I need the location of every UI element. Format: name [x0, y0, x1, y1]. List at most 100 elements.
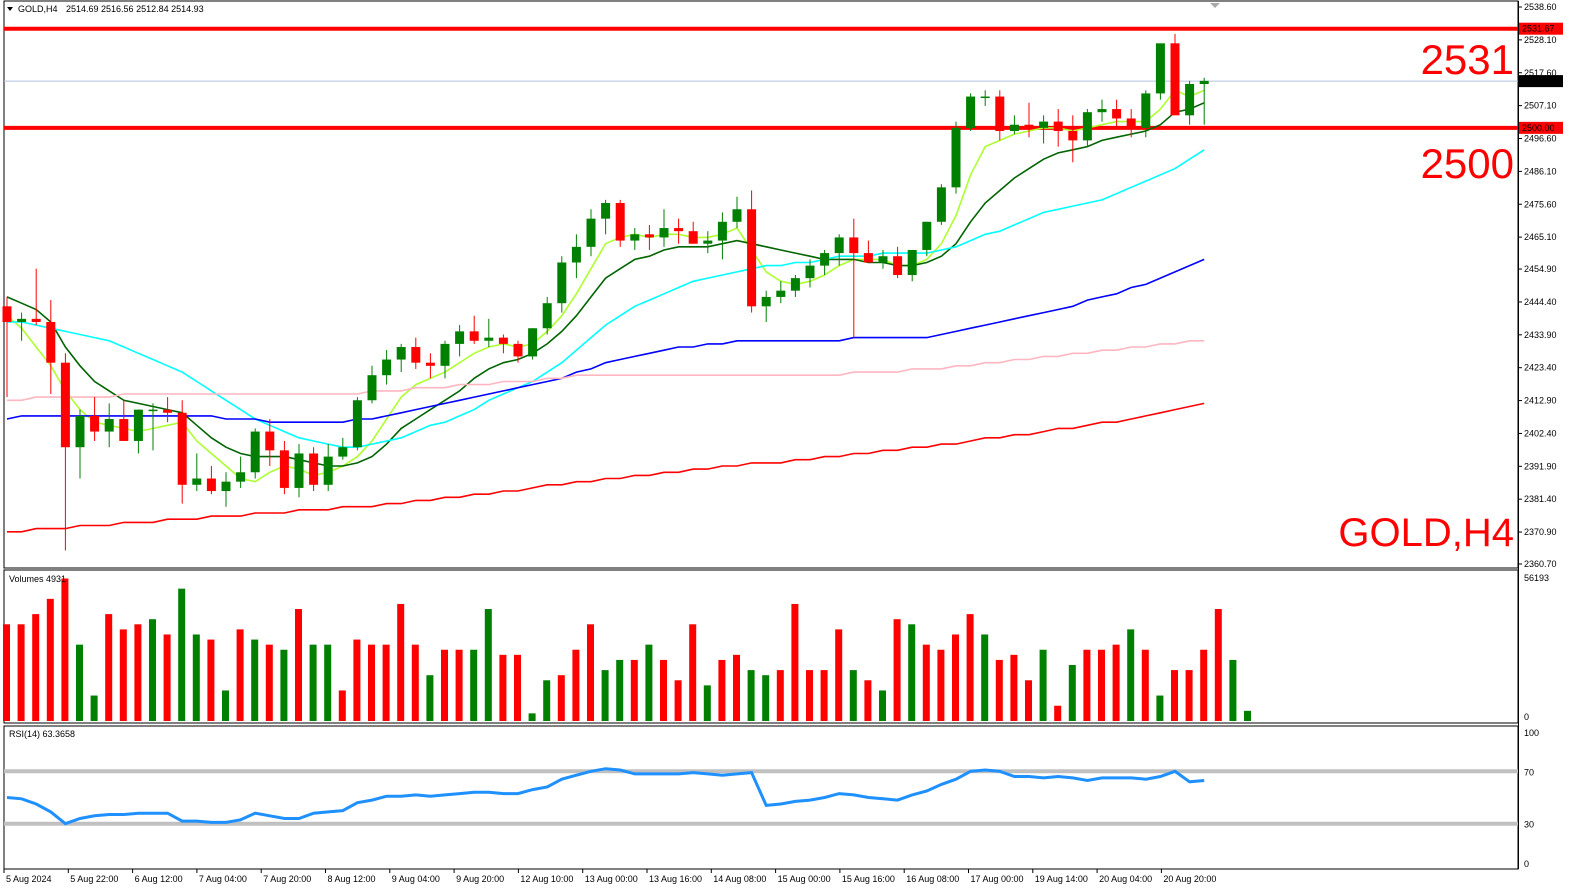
- candle-body-56: [820, 253, 830, 266]
- current-price-tag: [1519, 75, 1563, 88]
- candle-body-40: [586, 218, 596, 247]
- volume-bar-59: [864, 680, 872, 721]
- volume-bar-26: [382, 644, 390, 721]
- candle-body-43: [630, 234, 640, 241]
- volume-bar-68: [995, 659, 1003, 721]
- volume-axis-zero: 0: [1524, 712, 1529, 722]
- candle-body-79: [1155, 43, 1165, 94]
- rsi-panel[interactable]: [3, 725, 1519, 870]
- candle-body-42: [615, 202, 625, 241]
- price-axis: 2538.60 2528.10 2517.60 2507.10 2496.60 2486.…: [1518, 2, 1557, 569]
- volume-axis-max: 56193: [1524, 573, 1549, 583]
- volume-bar-8: [119, 629, 127, 721]
- time-tick-label-16: 19 Aug 14:00: [1035, 874, 1088, 884]
- volume-bar-49: [718, 659, 726, 721]
- candle-body-60: [878, 256, 888, 263]
- candle-body-75: [1097, 109, 1107, 113]
- volume-bar-60: [879, 690, 886, 721]
- time-axis: 5 Aug 2024 5 Aug 22:00 6 Aug 12:00 7 Aug 04…: [3, 869, 1216, 884]
- time-tick-label-0: 5 Aug 2024: [6, 874, 52, 884]
- volume-bar-1: [17, 624, 25, 721]
- candle-body-23: [338, 447, 348, 457]
- volume-bar-10: [149, 619, 156, 721]
- candle-body-19: [279, 450, 289, 488]
- candle-body-8: [119, 419, 129, 441]
- candle-body-27: [396, 347, 406, 360]
- volume-bar-7: [105, 614, 113, 721]
- volume-bar-50: [733, 654, 740, 721]
- volume-bar-72: [1054, 705, 1062, 721]
- rsi-axis-label-0: 100: [1524, 728, 1539, 738]
- time-tick-label-6: 9 Aug 04:00: [392, 874, 440, 884]
- volume-bar-83: [1214, 609, 1222, 721]
- volume-bar-15: [222, 690, 229, 721]
- candle-body-1: [17, 318, 27, 322]
- candle-body-77: [1126, 118, 1136, 128]
- time-tick-label-10: 13 Aug 16:00: [649, 874, 702, 884]
- candle-body-70: [1024, 124, 1034, 128]
- rsi-axis-label-1: 70: [1524, 767, 1534, 777]
- header-dropdown-icon[interactable]: [7, 7, 13, 11]
- candle-body-3: [46, 321, 56, 363]
- volume-bar-38: [557, 675, 565, 721]
- volume-bar-70: [1025, 680, 1032, 721]
- volume-bar-9: [134, 624, 142, 721]
- candle-body-2: [31, 318, 41, 322]
- volume-bar-17: [251, 639, 259, 721]
- volume-bar-22: [324, 644, 332, 721]
- volume-bar-57: [835, 629, 843, 721]
- candle-body-4: [60, 362, 70, 448]
- candle-body-37: [542, 303, 552, 329]
- candle-body-21: [309, 453, 319, 485]
- candle-body-36: [528, 328, 538, 357]
- volume-bar-85: [1244, 710, 1251, 721]
- time-tick-label-8: 12 Aug 10:00: [520, 874, 573, 884]
- volume-bar-84: [1229, 659, 1237, 721]
- time-tick-label-13: 15 Aug 16:00: [842, 874, 895, 884]
- volume-bar-23: [338, 690, 346, 721]
- chart-shift-marker-icon[interactable]: [1210, 3, 1220, 8]
- volume-bar-45: [660, 659, 667, 721]
- candle-body-76: [1112, 109, 1122, 119]
- candle-body-69: [1009, 124, 1019, 131]
- volume-bar-56: [820, 670, 828, 721]
- rsi-indicator: 100 70 30 0: [4, 728, 1539, 869]
- candle-body-78: [1141, 93, 1151, 128]
- time-tick-label-2: 6 Aug 12:00: [135, 874, 183, 884]
- main-price-panel[interactable]: [3, 0, 1519, 569]
- candle-body-18: [265, 431, 275, 451]
- price-tick-label-15: 2381.40: [1524, 494, 1557, 504]
- volume-bar-19: [280, 649, 288, 721]
- candle-body-73: [1068, 130, 1078, 141]
- volume-bar-58: [849, 670, 857, 721]
- candle-body-39: [571, 246, 581, 263]
- time-tick-label-14: 16 Aug 08:00: [906, 874, 959, 884]
- price-tick-label-10: 2433.90: [1524, 330, 1557, 340]
- candle-body-53: [776, 290, 786, 297]
- time-tick-label-17: 20 Aug 04:00: [1099, 874, 1152, 884]
- ema-line-0: [6, 89, 1205, 483]
- volume-bar-79: [1156, 695, 1164, 721]
- volume-bar-80: [1171, 670, 1178, 721]
- price-tick-label-11: 2423.40: [1524, 363, 1557, 373]
- candle-body-66: [966, 96, 976, 128]
- volume-bar-77: [1127, 629, 1135, 721]
- volume-bar-46: [674, 680, 682, 721]
- candle-body-6: [90, 415, 100, 432]
- volume-bar-63: [922, 644, 930, 721]
- volume-bar-35: [514, 654, 521, 721]
- volume-bar-4: [61, 578, 69, 721]
- annotation-symbol: GOLD,H4: [1338, 511, 1514, 555]
- candle-body-72: [1053, 121, 1063, 131]
- volume-bar-42: [616, 659, 624, 721]
- candle-body-16: [236, 472, 246, 482]
- candle-body-71: [1039, 121, 1049, 128]
- volume-bar-55: [806, 670, 813, 721]
- volume-panel[interactable]: [3, 569, 1519, 724]
- candle-body-81: [1185, 84, 1195, 116]
- volume-bar-27: [397, 603, 405, 721]
- candle-body-47: [688, 231, 698, 244]
- candle-body-14: [206, 478, 216, 492]
- rsi-axis-label-2: 30: [1524, 820, 1534, 830]
